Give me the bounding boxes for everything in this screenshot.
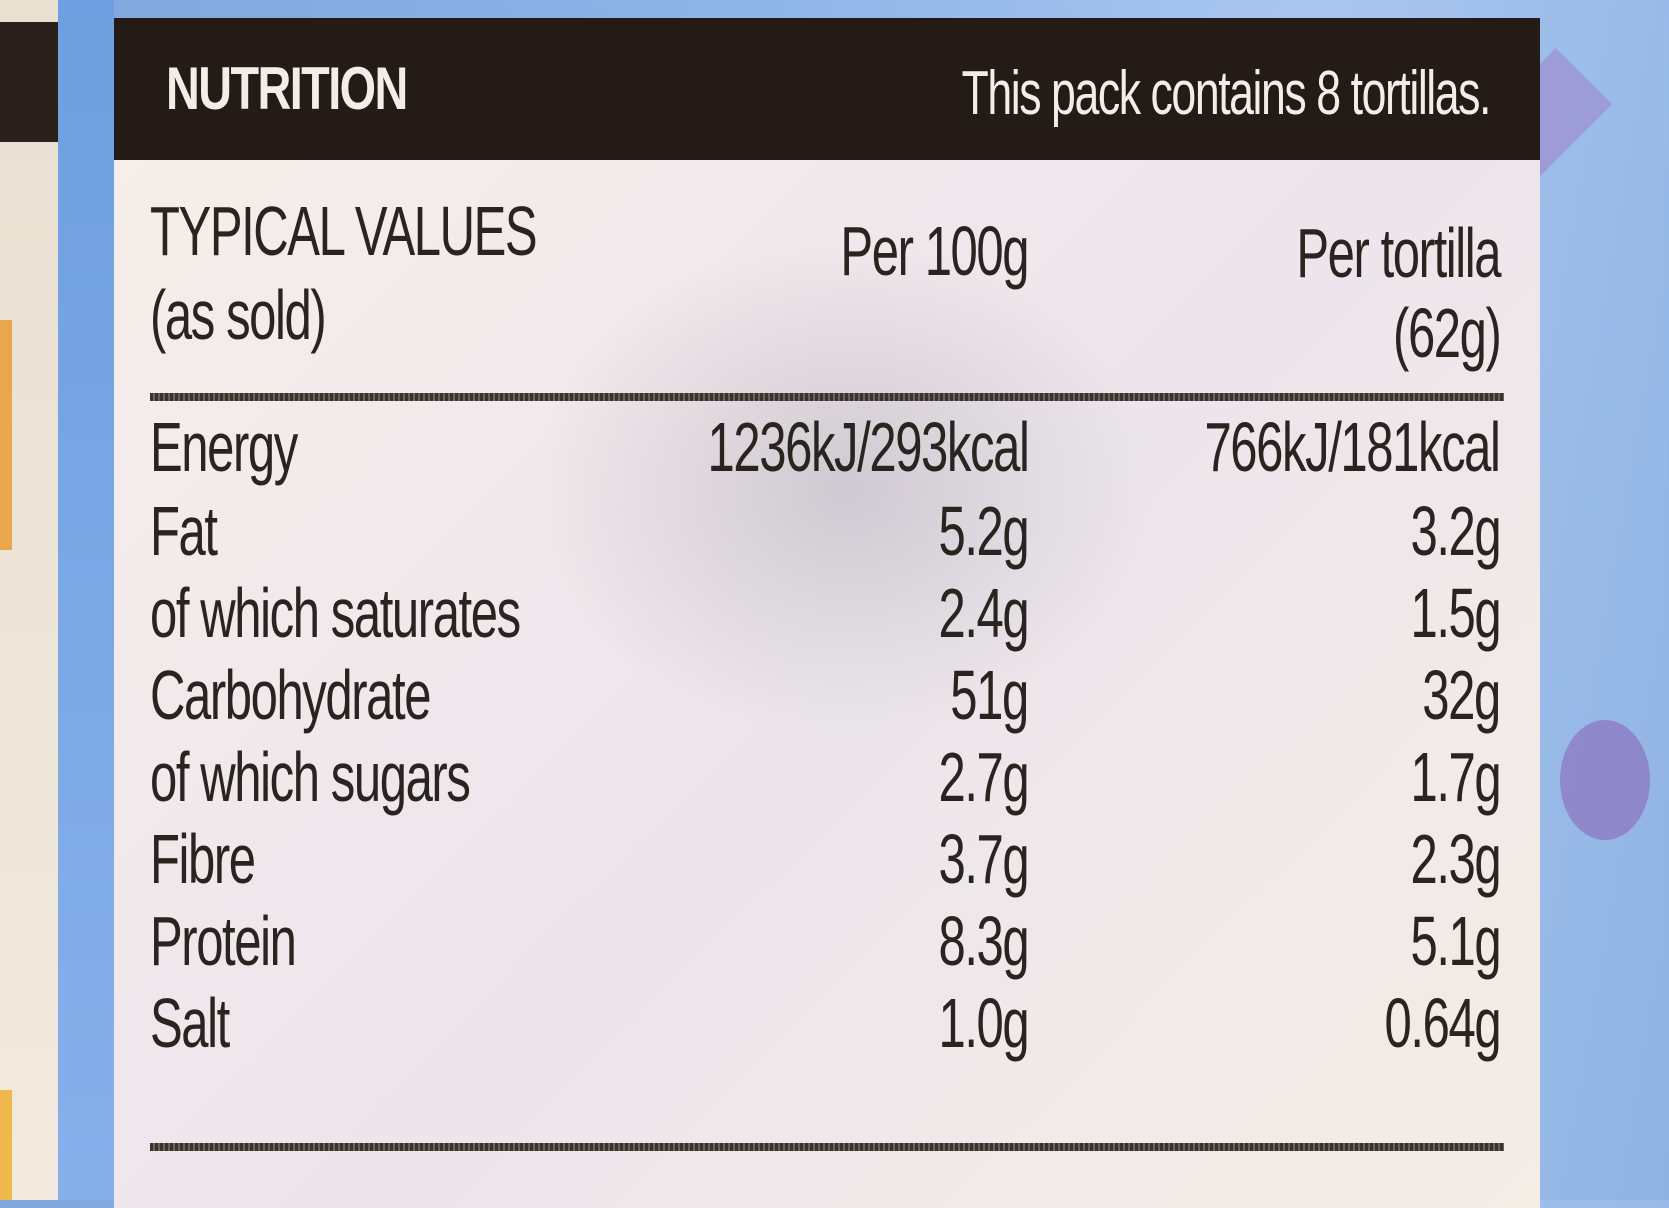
footer-divider xyxy=(150,1143,1504,1151)
row-per-tortilla: 766kJ/181kcal xyxy=(1204,408,1501,486)
row-per-tortilla: 1.7g xyxy=(1410,738,1501,816)
per-100g-header: Per 100g xyxy=(840,212,1029,290)
left-panel-orange-stripe xyxy=(0,320,12,550)
nutrition-title: NUTRITION xyxy=(166,55,408,122)
row-label: of which sugars xyxy=(150,738,471,816)
row-per-100g: 1236kJ/293kcal xyxy=(707,408,1029,486)
row-per-tortilla: 3.2g xyxy=(1410,492,1501,570)
row-per-tortilla: 1.5g xyxy=(1410,574,1501,652)
shadow-overlay xyxy=(534,238,1154,738)
row-label: Protein xyxy=(150,902,297,980)
per-tortilla-weight-header: (62g) xyxy=(1392,294,1502,372)
row-per-100g: 8.3g xyxy=(938,902,1029,980)
row-per-tortilla: 32g xyxy=(1422,656,1501,734)
left-panel-dark-band xyxy=(0,22,58,142)
packaging-blue-strip xyxy=(58,0,114,1200)
row-per-100g: 1.0g xyxy=(938,984,1029,1062)
nutrition-label: NUTRITION This pack contains 8 tortillas… xyxy=(114,18,1540,1208)
row-per-100g: 5.2g xyxy=(938,492,1029,570)
row-label: Carbohydrate xyxy=(150,656,431,734)
row-label: Fibre xyxy=(150,820,256,898)
left-panel-orange-stripe-lower xyxy=(0,1090,12,1200)
row-label: Salt xyxy=(150,984,230,1062)
packaging-purple-dot xyxy=(1560,720,1650,840)
row-per-100g: 51g xyxy=(950,656,1029,734)
row-per-tortilla: 0.64g xyxy=(1384,984,1501,1062)
row-label: of which saturates xyxy=(150,574,521,652)
row-label: Energy xyxy=(150,408,298,486)
as-sold-header: (as sold) xyxy=(150,276,327,354)
per-tortilla-header: Per tortilla xyxy=(1296,214,1501,292)
row-per-tortilla: 5.1g xyxy=(1410,902,1501,980)
row-per-100g: 2.4g xyxy=(938,574,1029,652)
row-per-100g: 3.7g xyxy=(938,820,1029,898)
left-packaging-panel xyxy=(0,0,58,1200)
row-per-100g: 2.7g xyxy=(938,738,1029,816)
pack-info: This pack contains 8 tortillas. xyxy=(961,59,1492,128)
header-divider xyxy=(150,393,1504,401)
typical-values-header: TYPICAL VALUES xyxy=(150,192,538,270)
nutrition-header: NUTRITION This pack contains 8 tortillas… xyxy=(114,18,1540,160)
row-label: Fat xyxy=(150,492,218,570)
row-per-tortilla: 2.3g xyxy=(1410,820,1501,898)
